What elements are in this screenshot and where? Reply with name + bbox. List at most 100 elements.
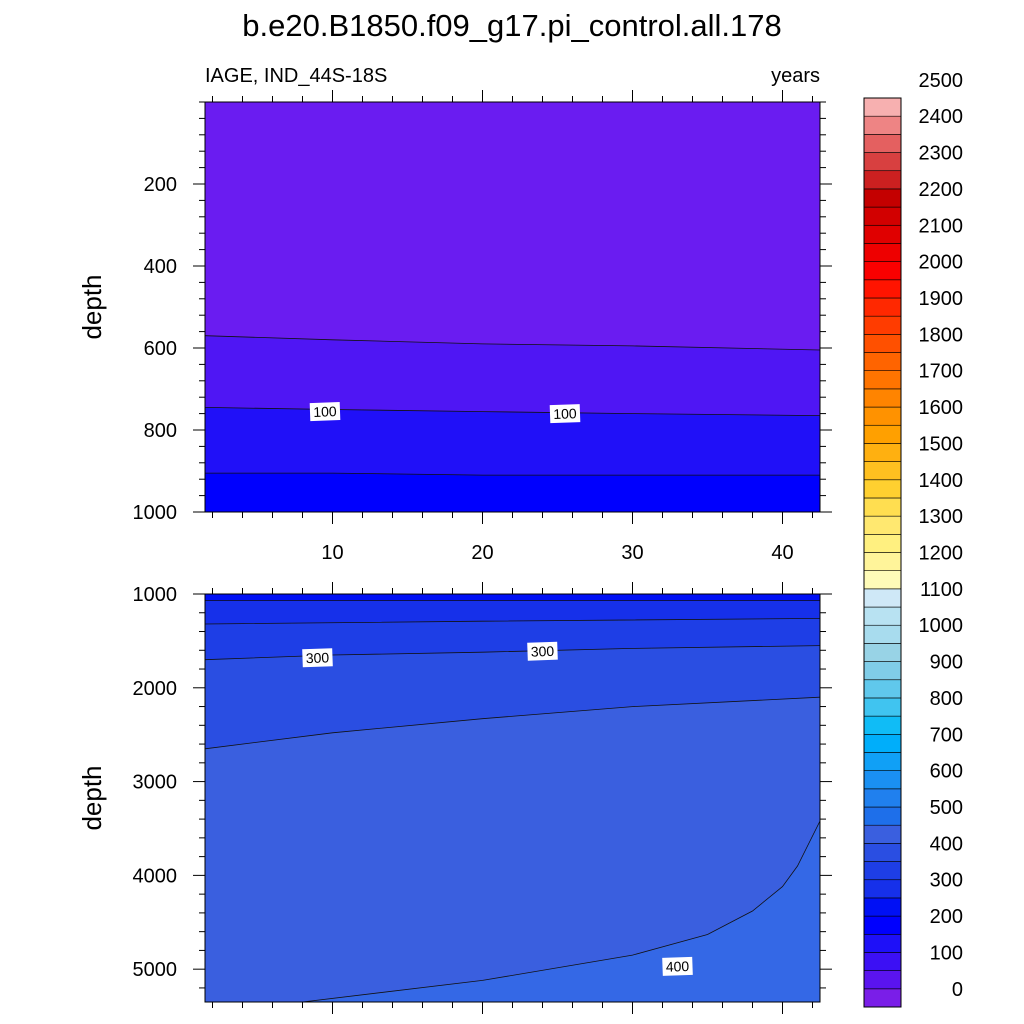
colorbar-tick-label: 1300 — [919, 506, 964, 528]
colorbar-swatch — [863, 370, 902, 390]
y-tick-label: 800 — [144, 420, 177, 442]
colorbar-swatch — [863, 933, 902, 953]
colorbar-swatch — [863, 897, 902, 917]
colorbar-tick-label: 0 — [952, 979, 963, 1001]
y-tick-label: 200 — [144, 174, 177, 196]
subtitle-left: IAGE, IND_44S-18S — [205, 65, 387, 87]
y-tick-label: 600 — [144, 338, 177, 360]
contour-line — [205, 407, 820, 416]
chart-title: b.e20.B1850.f09_g17.pi_control.all.178 — [242, 8, 782, 43]
colorbar-swatch — [863, 534, 902, 553]
colorbar-tick-label: 900 — [930, 652, 963, 674]
colorbar-swatch — [863, 788, 902, 808]
colorbar-tick-label: 2000 — [919, 252, 964, 274]
colorbar-swatch — [863, 261, 902, 281]
y-tick-label: 4000 — [133, 865, 178, 887]
y-tick-label: 3000 — [133, 772, 178, 794]
colorbar-tick-label: 1700 — [919, 361, 964, 383]
colorbar-swatch — [863, 352, 902, 371]
colorbar-tick-label: 1800 — [919, 324, 964, 346]
colorbar-swatch — [863, 661, 902, 681]
colorbar-swatch — [863, 770, 902, 790]
colorbar-swatch — [863, 315, 902, 335]
contour-line — [205, 696, 820, 750]
contour-label-bg — [527, 641, 558, 661]
colorbar-tick-label: 200 — [930, 906, 963, 928]
colorbar-swatch — [863, 879, 902, 899]
colorbar-tick-label: 400 — [930, 833, 963, 855]
colorbar-swatch — [863, 224, 902, 244]
colorbar-tick-label: 2300 — [919, 143, 964, 165]
colorbar-tick-label: 1200 — [919, 543, 964, 565]
colorbar-swatch — [863, 752, 902, 771]
colorbar-swatch — [863, 170, 902, 190]
x-tick-label: 30 — [621, 542, 643, 564]
colorbar-swatch — [863, 497, 902, 517]
colorbar-swatch — [863, 588, 902, 608]
colorbar-swatch — [863, 715, 902, 735]
colorbar-swatch — [863, 424, 902, 444]
colorbar-swatch — [863, 624, 902, 644]
colorbar-swatch — [863, 443, 902, 462]
contour-label: 100 — [553, 405, 577, 422]
colorbar-swatch — [863, 297, 902, 317]
colorbar-tick-label: 2400 — [919, 106, 964, 128]
colorbar-swatch — [863, 824, 902, 844]
y-tick-label: 2000 — [133, 678, 178, 700]
colorbar-swatch — [863, 406, 902, 426]
colorbar-tick-label: 300 — [930, 870, 963, 892]
colorbar-tick-label: 1600 — [919, 397, 964, 419]
contour-label: 300 — [531, 643, 555, 660]
colorbar-swatch — [863, 461, 902, 481]
colorbar-tick-label: 2100 — [919, 215, 964, 237]
y-axis-label: depth — [77, 765, 107, 830]
colorbar-tick-label: 100 — [930, 942, 963, 964]
x-tick-label: 10 — [321, 542, 343, 564]
colorbar-swatch — [863, 279, 902, 299]
colorbar-swatch — [863, 806, 902, 826]
colorbar-swatch — [863, 697, 902, 717]
colorbar-swatch — [863, 570, 902, 590]
colorbar-tick-label: 1500 — [919, 433, 964, 455]
y-tick-label: 5000 — [133, 959, 178, 981]
colorbar-swatch — [863, 134, 902, 153]
contour-fill-band — [205, 473, 820, 512]
x-tick-label: 40 — [771, 542, 793, 564]
colorbar-swatch — [863, 915, 902, 935]
colorbar-frame — [863, 97, 902, 1008]
contour-line — [302, 820, 820, 1002]
colorbar-swatch — [863, 388, 902, 408]
colorbar-tick-label: 2500 — [919, 70, 964, 92]
colorbar-swatch — [863, 861, 902, 881]
colorbar-swatch — [863, 970, 902, 990]
y-tick-label: 1000 — [133, 502, 178, 524]
colorbar-swatch — [863, 606, 902, 626]
y-tick-label: 400 — [144, 256, 177, 278]
contour-line — [205, 618, 820, 625]
contour-line — [205, 335, 820, 351]
colorbar-swatch — [863, 479, 902, 499]
colorbar-swatch — [863, 188, 902, 208]
colorbar: 0 100 200 300 400 500 600 700 800 900 1000 1100 1200… — [863, 70, 964, 1008]
contour-line — [205, 645, 820, 661]
colorbar-tick-label: 2200 — [919, 179, 964, 201]
colorbar-swatch — [863, 988, 902, 1008]
colorbar-swatch — [863, 152, 902, 172]
colorbar-swatch — [863, 552, 902, 571]
y-tick-label: 1000 — [133, 584, 178, 606]
colorbar-tick-label: 1000 — [919, 615, 964, 637]
x-tick-label: 20 — [471, 542, 493, 564]
contour-label-bg — [662, 956, 693, 976]
colorbar-swatch — [863, 334, 902, 353]
colorbar-swatch — [863, 733, 902, 753]
colorbar-swatch — [863, 843, 902, 862]
colorbar-swatch — [863, 243, 902, 262]
contour-label: 400 — [666, 958, 690, 975]
colorbar-swatch — [863, 206, 902, 226]
contour-label: 300 — [306, 649, 330, 666]
contour-label-bg — [549, 404, 581, 424]
colorbar-tick-label: 700 — [930, 724, 963, 746]
contour-fill-band — [302, 821, 820, 1002]
colorbar-tick-label: 1400 — [919, 470, 964, 492]
colorbar-tick-label: 800 — [930, 688, 963, 710]
